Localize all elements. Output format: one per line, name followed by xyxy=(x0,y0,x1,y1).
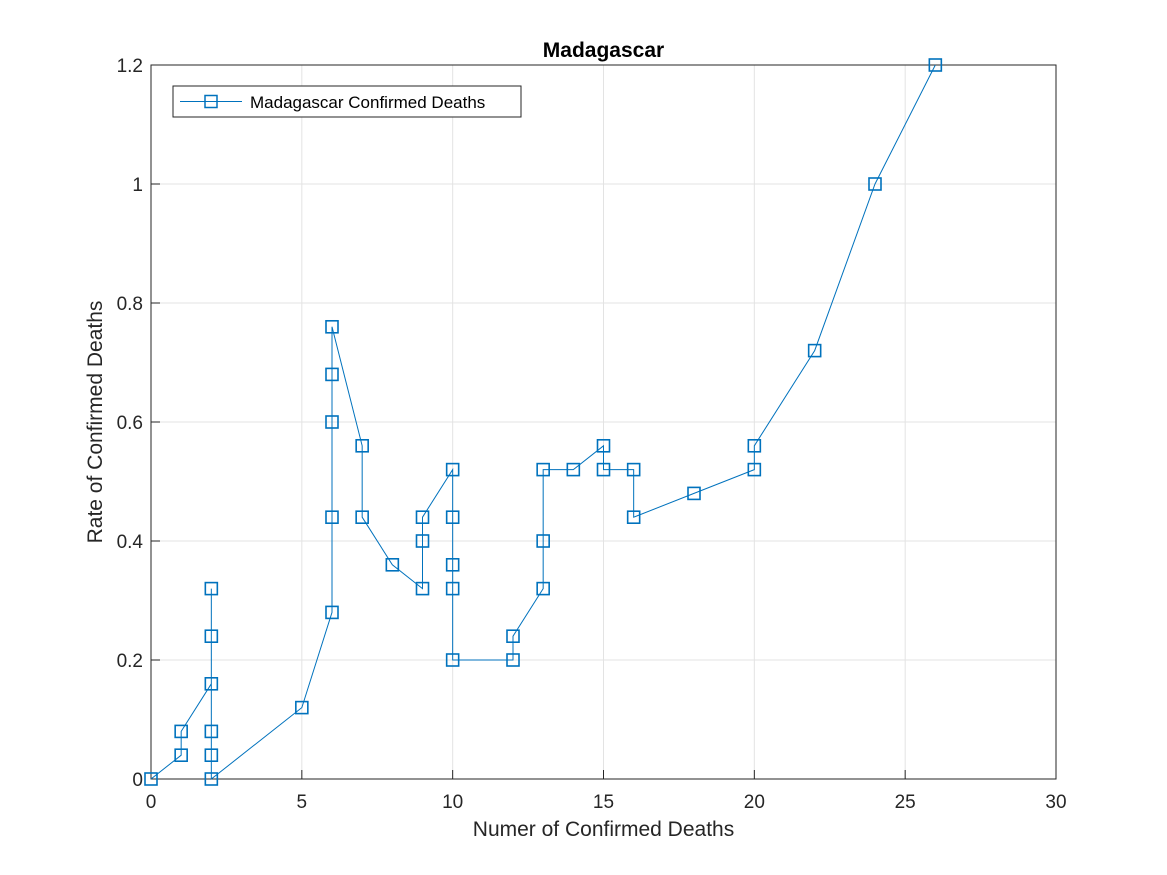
axis-ticks: 0 5 10 15 20 25 30 0 0.2 0.4 0.6 0.8 1 1.2 xyxy=(117,56,1067,813)
x-tick-label: 15 xyxy=(593,792,614,813)
data-point-marker xyxy=(868,177,882,191)
data-point-marker xyxy=(415,581,430,596)
data-point-marker xyxy=(928,58,943,72)
data-point-marker xyxy=(355,510,369,525)
data-point-marker xyxy=(445,510,460,525)
y-tick-label: 1.2 xyxy=(117,56,143,77)
data-point-marker xyxy=(445,557,460,572)
data-point-marker xyxy=(144,772,158,786)
data-point-marker xyxy=(596,438,611,453)
y-tick-label: 0.8 xyxy=(117,294,143,315)
data-point-marker xyxy=(506,629,520,644)
data-point-marker xyxy=(747,438,762,453)
data-point-marker xyxy=(415,510,430,525)
legend-label: Madagascar Confirmed Deaths xyxy=(250,93,485,112)
x-tick-label: 0 xyxy=(146,792,157,813)
data-point-marker xyxy=(445,653,460,667)
x-tick-label: 20 xyxy=(744,792,765,813)
data-point-marker xyxy=(204,748,219,763)
data-point-marker xyxy=(174,748,188,763)
series-line xyxy=(150,64,936,781)
data-point-marker xyxy=(325,510,339,525)
y-tick-label: 1 xyxy=(132,175,143,196)
data-point-marker xyxy=(807,343,822,358)
x-tick-label: 10 xyxy=(442,792,463,813)
data-point-marker xyxy=(596,462,611,477)
data-point-marker xyxy=(204,772,219,786)
y-tick-label: 0 xyxy=(132,770,143,791)
data-point-marker xyxy=(626,462,641,477)
x-tick-label: 30 xyxy=(1045,792,1066,813)
data-point-marker xyxy=(536,462,550,477)
data-point-marker xyxy=(385,557,400,572)
x-tick-label: 5 xyxy=(297,792,308,813)
y-tick-label: 0.4 xyxy=(117,532,144,553)
data-point-marker xyxy=(566,462,581,477)
data-point-marker xyxy=(295,700,309,715)
legend-marker-sample xyxy=(204,94,218,109)
x-axis-title: Numer of Confirmed Deaths xyxy=(473,818,734,841)
data-point-marker xyxy=(204,724,219,739)
data-point-marker xyxy=(204,581,219,596)
chart-title: Madagascar xyxy=(543,39,664,62)
data-point-marker xyxy=(325,319,339,334)
y-tick-label: 0.6 xyxy=(117,413,143,434)
y-axis-title: Rate of Confirmed Deaths xyxy=(84,301,107,544)
x-tick-label: 25 xyxy=(895,792,916,813)
y-tick-label: 0.2 xyxy=(117,651,143,672)
data-point-marker xyxy=(204,676,219,691)
data-point-marker xyxy=(626,510,641,525)
data-series xyxy=(144,58,943,786)
data-point-marker xyxy=(536,581,550,596)
data-point-marker xyxy=(174,724,188,739)
data-point-marker xyxy=(204,629,219,644)
data-point-marker xyxy=(415,534,430,548)
data-point-marker xyxy=(445,581,460,596)
legend: Madagascar Confirmed Deaths xyxy=(172,85,522,118)
data-point-marker xyxy=(325,415,339,429)
data-point-marker xyxy=(325,367,339,382)
data-point-marker xyxy=(325,605,339,620)
data-point-marker xyxy=(536,534,550,548)
data-point-marker xyxy=(355,438,369,453)
data-point-marker xyxy=(506,653,520,667)
data-point-marker xyxy=(445,462,460,477)
data-point-marker xyxy=(687,486,701,501)
grid-lines xyxy=(151,65,1056,779)
data-point-marker xyxy=(747,462,762,477)
